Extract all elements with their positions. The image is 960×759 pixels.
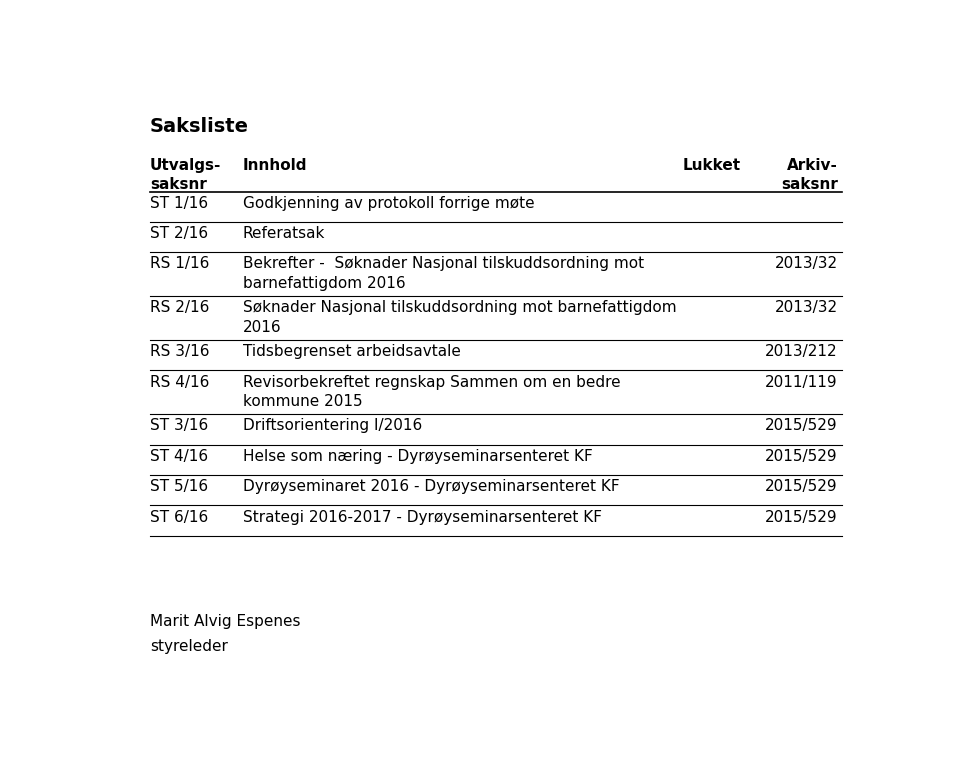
Text: 2015/529: 2015/529	[765, 418, 838, 433]
Text: Revisorbekreftet regnskap Sammen om en bedre
kommune 2015: Revisorbekreftet regnskap Sammen om en b…	[243, 374, 620, 409]
Text: Tidsbegrenset arbeidsavtale: Tidsbegrenset arbeidsavtale	[243, 344, 461, 359]
Text: 2013/32: 2013/32	[775, 257, 838, 272]
Text: Marit Alvig Espenes: Marit Alvig Espenes	[150, 614, 300, 629]
Text: ST 6/16: ST 6/16	[150, 509, 208, 524]
Text: Søknader Nasjonal tilskuddsordning mot barnefattigdom
2016: Søknader Nasjonal tilskuddsordning mot b…	[243, 301, 677, 335]
Text: Dyrøyseminaret 2016 - Dyrøyseminarsenteret KF: Dyrøyseminaret 2016 - Dyrøyseminarsenter…	[243, 479, 619, 494]
Text: 2011/119: 2011/119	[765, 374, 838, 389]
Text: styreleder: styreleder	[150, 639, 228, 654]
Text: 2013/212: 2013/212	[765, 344, 838, 359]
Text: RS 1/16: RS 1/16	[150, 257, 209, 272]
Text: 2015/529: 2015/529	[765, 509, 838, 524]
Text: 2015/529: 2015/529	[765, 449, 838, 464]
Text: ST 1/16: ST 1/16	[150, 196, 208, 211]
Text: 2015/529: 2015/529	[765, 479, 838, 494]
Text: ST 3/16: ST 3/16	[150, 418, 208, 433]
Text: RS 4/16: RS 4/16	[150, 374, 209, 389]
Text: RS 2/16: RS 2/16	[150, 301, 209, 315]
Text: ST 4/16: ST 4/16	[150, 449, 208, 464]
Text: RS 3/16: RS 3/16	[150, 344, 209, 359]
Text: 2013/32: 2013/32	[775, 301, 838, 315]
Text: Referatsak: Referatsak	[243, 226, 325, 241]
Text: Arkiv-
saksnr: Arkiv- saksnr	[781, 159, 838, 192]
Text: Innhold: Innhold	[243, 159, 307, 173]
Text: Godkjenning av protokoll forrige møte: Godkjenning av protokoll forrige møte	[243, 196, 535, 211]
Text: ST 5/16: ST 5/16	[150, 479, 208, 494]
Text: Utvalgs-
saksnr: Utvalgs- saksnr	[150, 159, 221, 192]
Text: Strategi 2016-2017 - Dyrøyseminarsenteret KF: Strategi 2016-2017 - Dyrøyseminarsentere…	[243, 509, 602, 524]
Text: Helse som næring - Dyrøyseminarsenteret KF: Helse som næring - Dyrøyseminarsenteret …	[243, 449, 592, 464]
Text: Driftsorientering I/2016: Driftsorientering I/2016	[243, 418, 422, 433]
Text: Bekrefter -  Søknader Nasjonal tilskuddsordning mot
barnefattigdom 2016: Bekrefter - Søknader Nasjonal tilskuddso…	[243, 257, 644, 291]
Text: Lukket: Lukket	[683, 159, 740, 173]
Text: ST 2/16: ST 2/16	[150, 226, 208, 241]
Text: Saksliste: Saksliste	[150, 118, 249, 137]
